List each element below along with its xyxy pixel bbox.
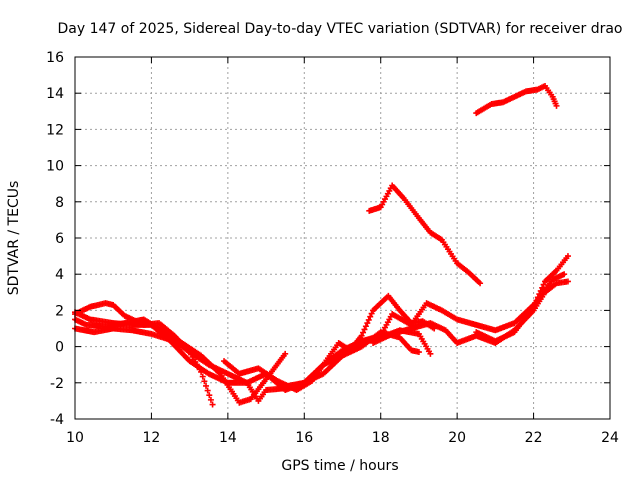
data-point [564, 278, 571, 285]
x-tick-label: 10 [66, 430, 84, 446]
y-tick-label: -4 [50, 412, 64, 428]
data-point [477, 280, 484, 287]
data-point [367, 313, 374, 320]
data-point [533, 297, 540, 304]
y-tick-label: 8 [55, 195, 64, 211]
data-point [365, 316, 372, 323]
x-tick-label: 20 [448, 430, 466, 446]
x-tick-label: 14 [219, 430, 237, 446]
data-point [203, 382, 210, 389]
data-point [362, 323, 369, 330]
y-tick-label: 10 [46, 159, 64, 175]
x-axis-label: GPS time / hours [281, 458, 398, 474]
series-track-j [473, 82, 560, 117]
y-tick-label: 12 [46, 122, 64, 138]
x-tick-label: 18 [372, 430, 390, 446]
data-point [360, 329, 367, 336]
data-point [553, 102, 560, 109]
data-point [282, 350, 289, 357]
data-point [415, 349, 422, 356]
data-point [539, 284, 546, 291]
x-tick-label: 22 [525, 430, 543, 446]
data-point [530, 303, 537, 310]
data-point [204, 387, 211, 394]
data-point [209, 401, 216, 408]
y-axis-label: SDTVAR / TECUs [6, 181, 22, 296]
data-point [201, 378, 208, 385]
x-tick-label: 12 [143, 430, 161, 446]
data-point [540, 281, 547, 288]
data-point [199, 373, 206, 380]
x-tick-label: 16 [295, 430, 313, 446]
y-tick-label: 6 [55, 231, 64, 247]
data-point [534, 294, 541, 301]
data-point [206, 392, 213, 399]
data-point [361, 326, 368, 333]
data-point [532, 300, 539, 307]
series-track-h [473, 253, 571, 345]
data-point [537, 287, 544, 294]
data-layer [72, 82, 571, 408]
data-point [207, 396, 214, 403]
y-tick-label: 14 [46, 86, 64, 102]
series-track-i [366, 182, 484, 287]
data-point [358, 332, 365, 339]
data-point [536, 291, 543, 298]
data-point [427, 350, 434, 357]
y-tick-label: 16 [46, 50, 64, 66]
data-point [564, 253, 571, 260]
data-point [364, 320, 371, 327]
data-point [561, 271, 568, 278]
y-tick-label: 2 [55, 303, 64, 319]
data-point [368, 310, 375, 317]
x-tick-label: 24 [601, 430, 619, 446]
y-tick-label: 4 [55, 267, 64, 283]
y-tick-label: -2 [50, 376, 64, 392]
y-tick-label: 0 [55, 340, 64, 356]
chart-title: Day 147 of 2025, Sidereal Day-to-day VTE… [57, 21, 622, 37]
